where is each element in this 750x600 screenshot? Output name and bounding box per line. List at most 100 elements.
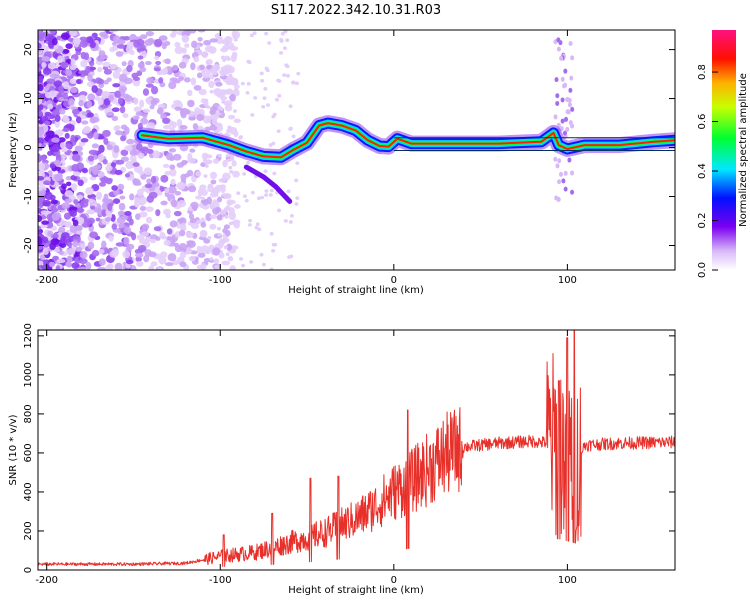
noise-blob xyxy=(230,155,235,159)
noise-blob xyxy=(56,172,63,180)
noise-blob xyxy=(132,162,140,167)
noise-blob xyxy=(222,193,227,197)
noise-blob xyxy=(160,251,168,259)
noise-blob xyxy=(215,184,224,191)
noise-blob xyxy=(38,260,44,266)
noise-blob xyxy=(79,266,87,270)
noise-blob xyxy=(113,145,120,153)
noise-blob xyxy=(179,251,186,259)
noise-blob xyxy=(87,241,95,250)
noise-blob xyxy=(134,199,140,208)
snr-y-tick-label: 0 xyxy=(23,567,34,573)
noise-blob xyxy=(103,68,112,75)
noise-blob xyxy=(157,107,164,115)
noise-blob xyxy=(159,232,166,239)
noise-blob xyxy=(48,90,57,97)
noise-blob xyxy=(173,79,181,84)
noise-blob xyxy=(88,149,98,155)
noise-blob xyxy=(277,79,282,83)
noise-blob xyxy=(101,240,107,249)
noise-blob xyxy=(259,71,264,76)
noise-blob xyxy=(102,61,111,68)
noise-blob xyxy=(162,67,169,75)
noise-blob xyxy=(103,193,109,202)
noise-blob xyxy=(227,256,232,261)
noise-blob xyxy=(142,108,151,113)
noise-blob xyxy=(240,81,245,86)
noise-blob xyxy=(38,162,46,171)
noise-blob xyxy=(250,113,255,117)
noise-blob xyxy=(38,104,44,111)
noise-blob xyxy=(205,61,210,65)
noise-blob xyxy=(181,159,189,165)
noise-blob xyxy=(213,88,218,93)
noise-blob xyxy=(216,226,221,231)
noise-blob xyxy=(569,75,574,81)
noise-blob xyxy=(116,216,126,224)
noise-blob xyxy=(252,31,257,36)
snr-y-tick-label: 400 xyxy=(23,482,34,501)
snr-y-tick-label: 800 xyxy=(23,404,34,423)
noise-blob xyxy=(67,37,74,42)
noise-blob xyxy=(111,115,119,122)
noise-blob xyxy=(144,183,153,189)
colorbar-label: Normalized spectral amplitude xyxy=(738,73,749,227)
noise-blob xyxy=(208,80,215,89)
noise-blob xyxy=(120,87,126,96)
noise-blob xyxy=(108,94,114,102)
noise-blob xyxy=(224,42,229,46)
noise-blob xyxy=(209,89,214,94)
noise-blob xyxy=(211,69,218,76)
noise-blob xyxy=(176,181,186,191)
noise-blob xyxy=(554,77,559,83)
noise-blob xyxy=(246,160,251,165)
noise-blob xyxy=(268,193,273,197)
noise-blob xyxy=(85,65,91,74)
noise-blob xyxy=(51,137,60,143)
noise-blob xyxy=(178,61,187,69)
snr-y-tick-label: 200 xyxy=(23,521,34,540)
noise-blob xyxy=(560,76,565,82)
noise-blob xyxy=(41,220,50,225)
noise-blob xyxy=(233,38,238,42)
noise-blob xyxy=(41,259,51,266)
noise-blob xyxy=(275,97,280,102)
noise-blob xyxy=(139,66,147,73)
noise-blob xyxy=(563,82,568,88)
noise-blob xyxy=(217,233,222,237)
noise-blob xyxy=(43,180,51,186)
noise-blob xyxy=(164,188,170,193)
noise-blob xyxy=(179,124,188,130)
noise-blob xyxy=(230,221,235,225)
noise-blob xyxy=(566,109,571,115)
noise-blob xyxy=(179,261,187,268)
noise-blob xyxy=(217,153,222,158)
noise-blob xyxy=(38,175,45,181)
noise-blob xyxy=(42,247,49,255)
noise-blob xyxy=(59,108,66,115)
spectrogram-y-tick-label: 0 xyxy=(23,144,34,150)
noise-blob xyxy=(145,234,152,243)
noise-blob xyxy=(54,114,61,123)
noise-blob xyxy=(133,106,142,113)
noise-blob xyxy=(43,56,50,62)
noise-blob xyxy=(86,100,93,109)
spectrogram-y-tick-label: -20 xyxy=(23,237,34,253)
spectrogram-x-label: Height of straight line (km) xyxy=(288,285,424,296)
noise-blob xyxy=(197,36,203,42)
noise-blob xyxy=(145,206,154,212)
noise-blob xyxy=(557,179,562,185)
noise-blob xyxy=(216,214,223,221)
noise-blob xyxy=(38,128,45,136)
noise-blob xyxy=(285,38,290,42)
noise-blob xyxy=(81,168,89,174)
snr-y-tick-label: 600 xyxy=(23,443,34,462)
noise-blob xyxy=(38,42,42,49)
noise-blob xyxy=(234,84,240,90)
snr-x-tick-label: -100 xyxy=(209,575,232,586)
noise-blob xyxy=(97,66,103,73)
noise-blob xyxy=(139,44,146,52)
noise-blob xyxy=(38,110,43,117)
noise-blob xyxy=(52,255,59,262)
